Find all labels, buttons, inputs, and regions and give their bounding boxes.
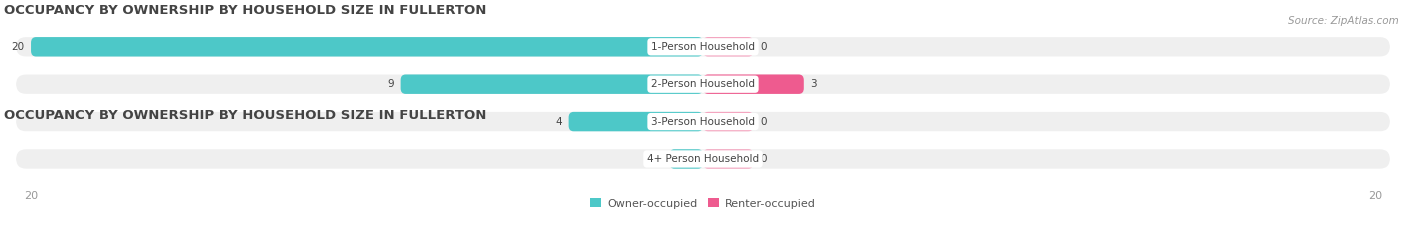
Text: 0: 0 <box>761 116 766 127</box>
Text: 1-Person Household: 1-Person Household <box>651 42 755 52</box>
FancyBboxPatch shape <box>14 35 1392 58</box>
Text: OCCUPANCY BY OWNERSHIP BY HOUSEHOLD SIZE IN FULLERTON: OCCUPANCY BY OWNERSHIP BY HOUSEHOLD SIZE… <box>4 109 486 122</box>
FancyBboxPatch shape <box>703 112 754 131</box>
FancyBboxPatch shape <box>14 147 1392 170</box>
FancyBboxPatch shape <box>703 75 804 94</box>
Text: 2-Person Household: 2-Person Household <box>651 79 755 89</box>
FancyBboxPatch shape <box>14 110 1392 133</box>
Text: 4: 4 <box>555 116 562 127</box>
Text: 1: 1 <box>657 154 662 164</box>
Text: 9: 9 <box>387 79 394 89</box>
Text: Source: ZipAtlas.com: Source: ZipAtlas.com <box>1288 16 1399 26</box>
Text: 3-Person Household: 3-Person Household <box>651 116 755 127</box>
FancyBboxPatch shape <box>401 75 703 94</box>
FancyBboxPatch shape <box>31 37 703 57</box>
Text: 4+ Person Household: 4+ Person Household <box>647 154 759 164</box>
Text: 0: 0 <box>761 42 766 52</box>
FancyBboxPatch shape <box>703 149 754 169</box>
Legend: Owner-occupied, Renter-occupied: Owner-occupied, Renter-occupied <box>586 194 820 213</box>
Text: 20: 20 <box>11 42 24 52</box>
FancyBboxPatch shape <box>568 112 703 131</box>
Text: 0: 0 <box>761 154 766 164</box>
FancyBboxPatch shape <box>669 149 703 169</box>
Text: OCCUPANCY BY OWNERSHIP BY HOUSEHOLD SIZE IN FULLERTON: OCCUPANCY BY OWNERSHIP BY HOUSEHOLD SIZE… <box>4 4 486 17</box>
FancyBboxPatch shape <box>14 73 1392 96</box>
FancyBboxPatch shape <box>703 37 754 57</box>
Text: 3: 3 <box>810 79 817 89</box>
